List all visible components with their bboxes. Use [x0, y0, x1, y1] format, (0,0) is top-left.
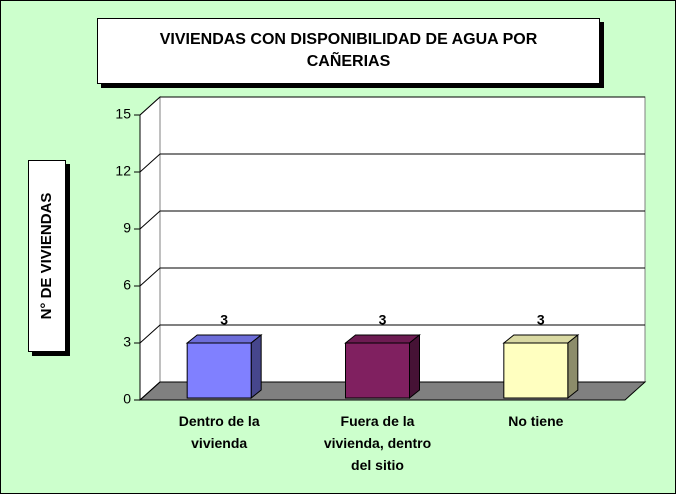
y-axis-box: N° DE VIVIENDAS — [28, 160, 66, 352]
bar — [186, 342, 252, 399]
value-label: 3 — [379, 312, 387, 328]
y-tick-label: 12 — [115, 163, 131, 179]
bar — [345, 342, 410, 399]
grid-line — [139, 210, 645, 230]
bar-top — [185, 334, 263, 344]
chart-title: VIVIENDAS CON DISPONIBILIDAD DE AGUA POR… — [97, 18, 600, 84]
x-tick-label: No tiene — [508, 413, 564, 429]
value-label: 3 — [537, 312, 545, 328]
y-tick-label: 9 — [123, 220, 131, 236]
bar-side — [409, 333, 420, 400]
bar-side — [567, 333, 579, 400]
grid-line — [139, 96, 645, 116]
y-tick-label: 3 — [123, 334, 131, 350]
bar-top — [502, 334, 580, 344]
grid-line — [139, 381, 645, 401]
bar-side — [250, 333, 262, 400]
y-tick-label: 6 — [123, 277, 131, 293]
y-tick-label: 15 — [115, 106, 131, 122]
grid-line — [139, 324, 645, 344]
grid-line — [139, 153, 645, 173]
y-tick-label: 0 — [123, 391, 131, 407]
y-axis-label: N° DE VIVIENDAS — [38, 192, 55, 320]
side-wall — [139, 95, 161, 402]
x-tick-label: Fuera de la vivienda, dentro del sitio — [323, 413, 432, 473]
value-label: 3 — [220, 312, 228, 328]
x-tick-label: Dentro de la vivienda — [178, 413, 260, 451]
grid-line — [139, 267, 645, 287]
bar — [503, 342, 569, 399]
bar-top — [344, 334, 421, 344]
